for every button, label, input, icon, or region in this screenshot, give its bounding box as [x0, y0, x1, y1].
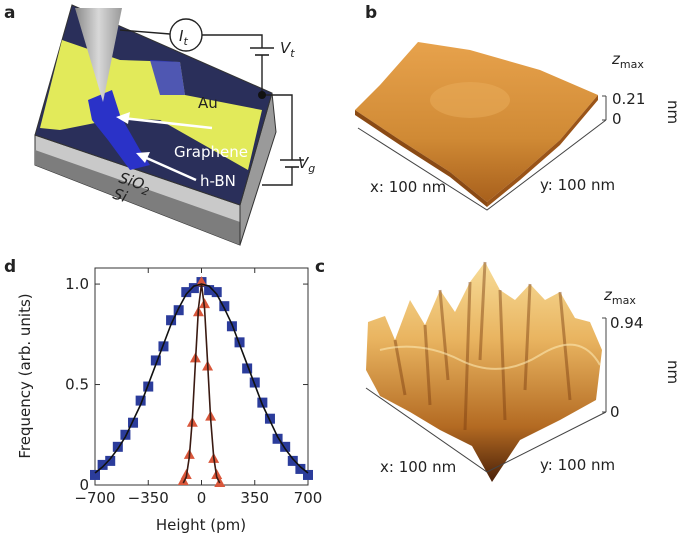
axis-line: [365, 387, 607, 473]
panel-label: c: [315, 257, 325, 277]
label-sub: g: [308, 162, 315, 175]
height-histogram: d Height (pm) Frequency (arb. units) −70…: [4, 257, 322, 534]
topography-graphene: b zmax 0.21 0 nm x: 100 nm y: 100 nm: [355, 3, 682, 211]
topography-sio2: c zmax 0.94 0 nm x: 100 nm y: 100 nm: [315, 257, 682, 482]
graphene-label: Graphene: [174, 143, 248, 161]
y-tick-label: 0.5: [65, 376, 89, 394]
label-sub: max: [612, 294, 636, 307]
data-point: [272, 433, 283, 444]
x-range: x: 100 nm: [370, 178, 446, 196]
data-point: [280, 441, 291, 452]
label-main: V: [280, 39, 292, 57]
data-point: [188, 283, 199, 294]
z-min: 0: [612, 110, 622, 128]
data-point: [120, 429, 131, 440]
data-point: [173, 305, 184, 316]
node: [258, 91, 266, 99]
schematic: a It Vt Vg Au Graphene h-BN SiO2 Si: [4, 3, 315, 246]
si-layer: [35, 150, 240, 245]
y-axis-label: Frequency (arb. units): [16, 293, 34, 458]
arrowhead: [136, 152, 150, 163]
data-point: [181, 287, 192, 298]
surface: [366, 262, 602, 482]
y-tick-label: 1.0: [65, 275, 89, 293]
x-tick-label: −700: [74, 489, 115, 507]
label-sub: 2: [140, 184, 151, 199]
panel-label: d: [4, 257, 16, 277]
data-point: [295, 463, 306, 474]
z-unit: nm: [664, 360, 682, 384]
surface-edge: [487, 95, 598, 207]
z-label: zmax: [603, 286, 636, 307]
arrow: [141, 154, 197, 182]
current-label: It: [179, 27, 188, 48]
data-point: [150, 355, 161, 366]
x-axis-label: Height (pm): [156, 516, 246, 534]
substrate-label: Si: [111, 185, 130, 207]
z-unit: nm: [664, 100, 682, 124]
y-range: y: 100 nm: [540, 176, 615, 194]
data-point: [303, 469, 313, 480]
data-point: [287, 455, 298, 466]
data-point: [128, 417, 139, 428]
flake: [150, 60, 185, 95]
data-point: [264, 413, 275, 424]
label-main: z: [611, 50, 621, 68]
flake: [88, 90, 150, 170]
surface: [355, 42, 598, 202]
data-point: [166, 315, 177, 326]
surface-shading: [393, 261, 572, 431]
label-main: V: [298, 154, 310, 172]
x-tick-label: 350: [240, 489, 269, 507]
data-point: [219, 301, 230, 312]
plot-frame: [94, 267, 309, 486]
z-label: zmax: [611, 50, 644, 71]
data-point: [105, 455, 116, 466]
data-point: [204, 285, 215, 296]
data-point: [97, 459, 108, 470]
panel-label: a: [4, 3, 15, 23]
z-max: 0.21: [612, 90, 645, 108]
surface-edge: [355, 110, 487, 207]
fit-line: [182, 283, 221, 484]
label-main: z: [603, 286, 613, 304]
hbn-label: h-BN: [200, 172, 236, 190]
label-sub: max: [620, 58, 644, 71]
y-tick-label: 0: [79, 476, 89, 494]
wire: [261, 55, 293, 160]
z-min: 0: [610, 403, 620, 421]
panel-label: b: [365, 3, 377, 23]
data-point: [177, 474, 189, 485]
wire: [202, 34, 263, 48]
wire: [262, 167, 293, 186]
data-point: [196, 276, 207, 287]
data-point: [90, 469, 100, 480]
stm-tip: [75, 8, 122, 102]
data-point: [242, 363, 253, 374]
arrowhead: [116, 112, 130, 124]
data-point: [112, 441, 123, 452]
x-tick-label: −350: [128, 489, 169, 507]
surface-highlight: [379, 343, 601, 370]
gold-label: Au: [198, 94, 218, 112]
x-tick-label: 0: [197, 489, 207, 507]
z-max: 0.94: [610, 314, 643, 332]
label-sub: t: [290, 47, 295, 60]
wire: [119, 29, 171, 35]
arrow: [121, 116, 213, 130]
label-main: I: [179, 27, 184, 45]
data-point: [211, 287, 222, 298]
gate-voltage-label: Vg: [298, 154, 315, 175]
y-range: y: 100 nm: [540, 456, 615, 474]
axis-line: [357, 119, 607, 211]
tip-voltage-label: Vt: [280, 39, 295, 60]
x-tick-label: 700: [294, 489, 323, 507]
surface-feature: [430, 82, 510, 118]
data-point: [135, 395, 146, 406]
label-sub: t: [183, 35, 188, 48]
x-range: x: 100 nm: [380, 458, 456, 476]
